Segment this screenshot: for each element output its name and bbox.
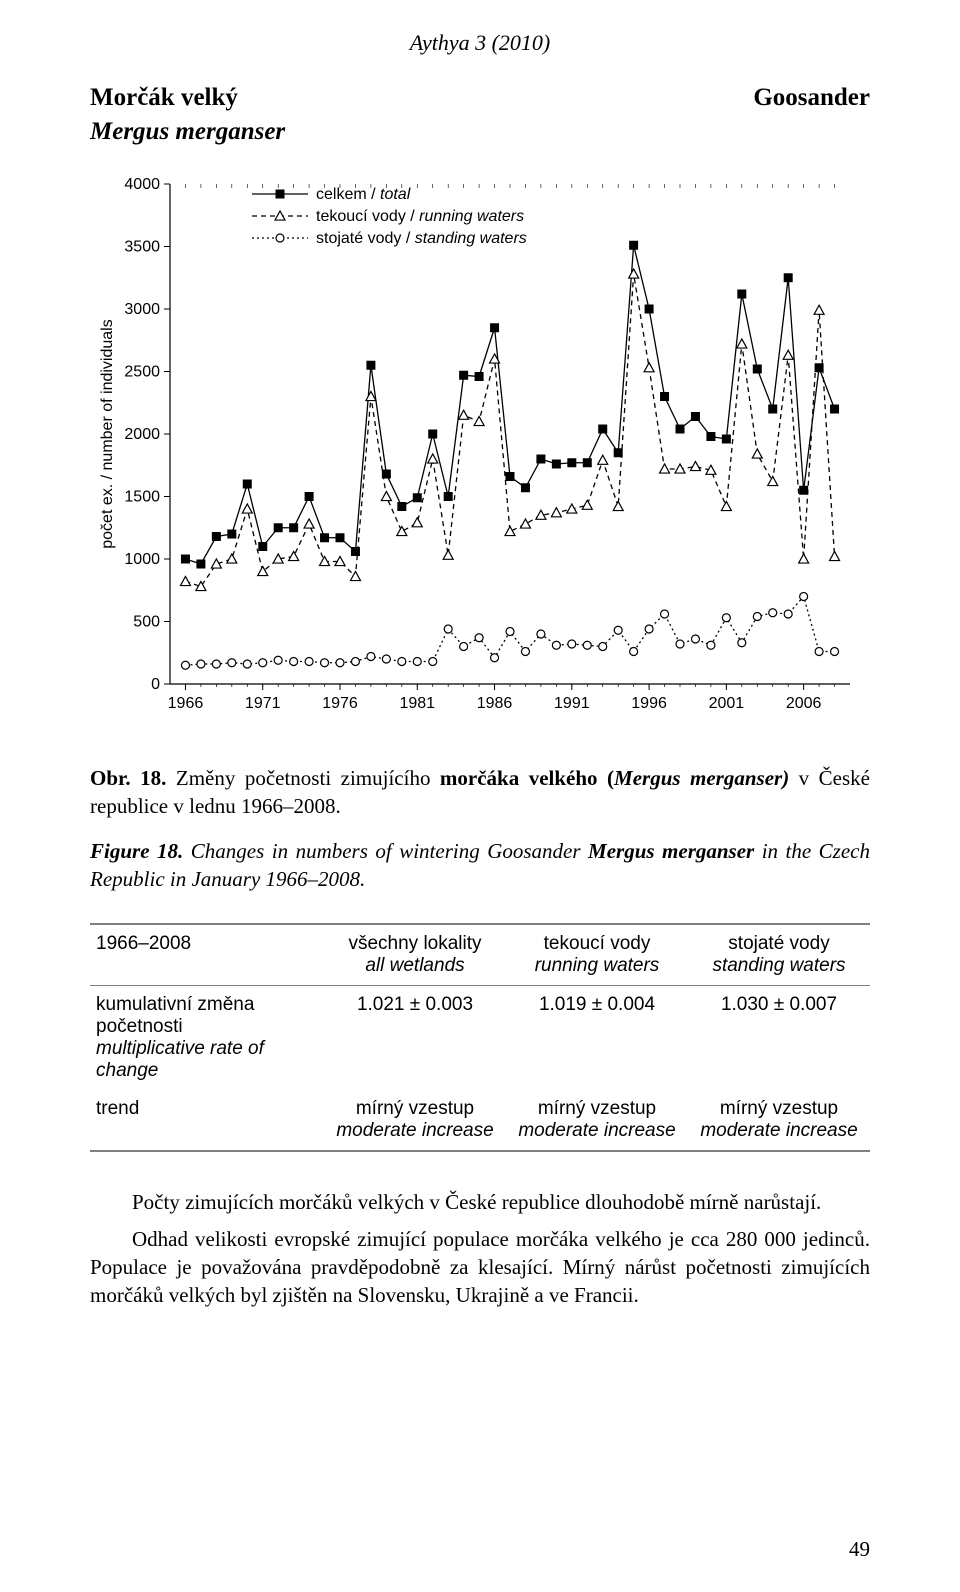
summary-table: 1966–2008 všechny lokalityall wetlands t… [90, 923, 870, 1152]
row-rate-label: kumulativní změna početnostimultiplicati… [90, 986, 324, 1091]
svg-text:1971: 1971 [245, 695, 281, 712]
cell-rate-all: 1.021 ± 0.003 [324, 986, 506, 1091]
svg-text:stojaté vody / standing waters: stojaté vody / standing waters [316, 230, 527, 247]
cell-rate-standing: 1.030 ± 0.007 [688, 986, 870, 1091]
species-name-latin: Mergus merganser [90, 118, 870, 146]
svg-text:2000: 2000 [124, 426, 160, 443]
figure-caption-en: Figure 18. Changes in numbers of winteri… [90, 837, 870, 894]
cell-trend-standing: mírný vzestupmoderate increase [688, 1090, 870, 1151]
svg-text:1981: 1981 [399, 695, 435, 712]
page-number: 49 [849, 1537, 870, 1562]
row-trend-label: trend [90, 1090, 324, 1151]
svg-text:4000: 4000 [124, 176, 160, 193]
paragraph-2: Odhad velikosti evropské zimující popula… [90, 1225, 870, 1310]
cell-trend-all: mírný vzestupmoderate increase [324, 1090, 506, 1151]
svg-text:počet ex. / number of individu: počet ex. / number of individuals [99, 319, 116, 548]
svg-text:tekoucí vody / running waters: tekoucí vody / running waters [316, 208, 524, 225]
svg-text:1500: 1500 [124, 489, 160, 506]
svg-text:500: 500 [133, 614, 160, 631]
paragraph-1: Počty zimujících morčáků velkých v České… [90, 1188, 870, 1216]
species-name-cz: Morčák velký [90, 84, 238, 112]
col-standing-waters: stojaté vodystanding waters [688, 924, 870, 986]
species-name-en: Goosander [753, 84, 870, 112]
col-all-wetlands: všechny lokalityall wetlands [324, 924, 506, 986]
table-corner: 1966–2008 [90, 924, 324, 986]
svg-text:2001: 2001 [709, 695, 745, 712]
svg-text:3000: 3000 [124, 301, 160, 318]
cell-trend-running: mírný vzestupmoderate increase [506, 1090, 688, 1151]
svg-text:1996: 1996 [631, 695, 667, 712]
population-chart: 0 500 1000 1500 2000 2500 3000 3500 4000 1966 1971… [90, 164, 870, 744]
figure-caption-cz: Obr. 18. Změny početnosti zimujícího mor… [90, 764, 870, 821]
journal-title: Aythya 3 (2010) [90, 30, 870, 56]
svg-text:2006: 2006 [786, 695, 822, 712]
svg-text:1976: 1976 [322, 695, 358, 712]
svg-text:1986: 1986 [477, 695, 513, 712]
svg-text:celkem / total: celkem / total [316, 186, 411, 203]
svg-text:1000: 1000 [124, 551, 160, 568]
svg-text:1966: 1966 [168, 695, 204, 712]
svg-text:3500: 3500 [124, 239, 160, 256]
svg-text:1991: 1991 [554, 695, 590, 712]
col-running-waters: tekoucí vodyrunning waters [506, 924, 688, 986]
svg-text:0: 0 [151, 676, 160, 693]
cell-rate-running: 1.019 ± 0.004 [506, 986, 688, 1091]
svg-text:2500: 2500 [124, 364, 160, 381]
